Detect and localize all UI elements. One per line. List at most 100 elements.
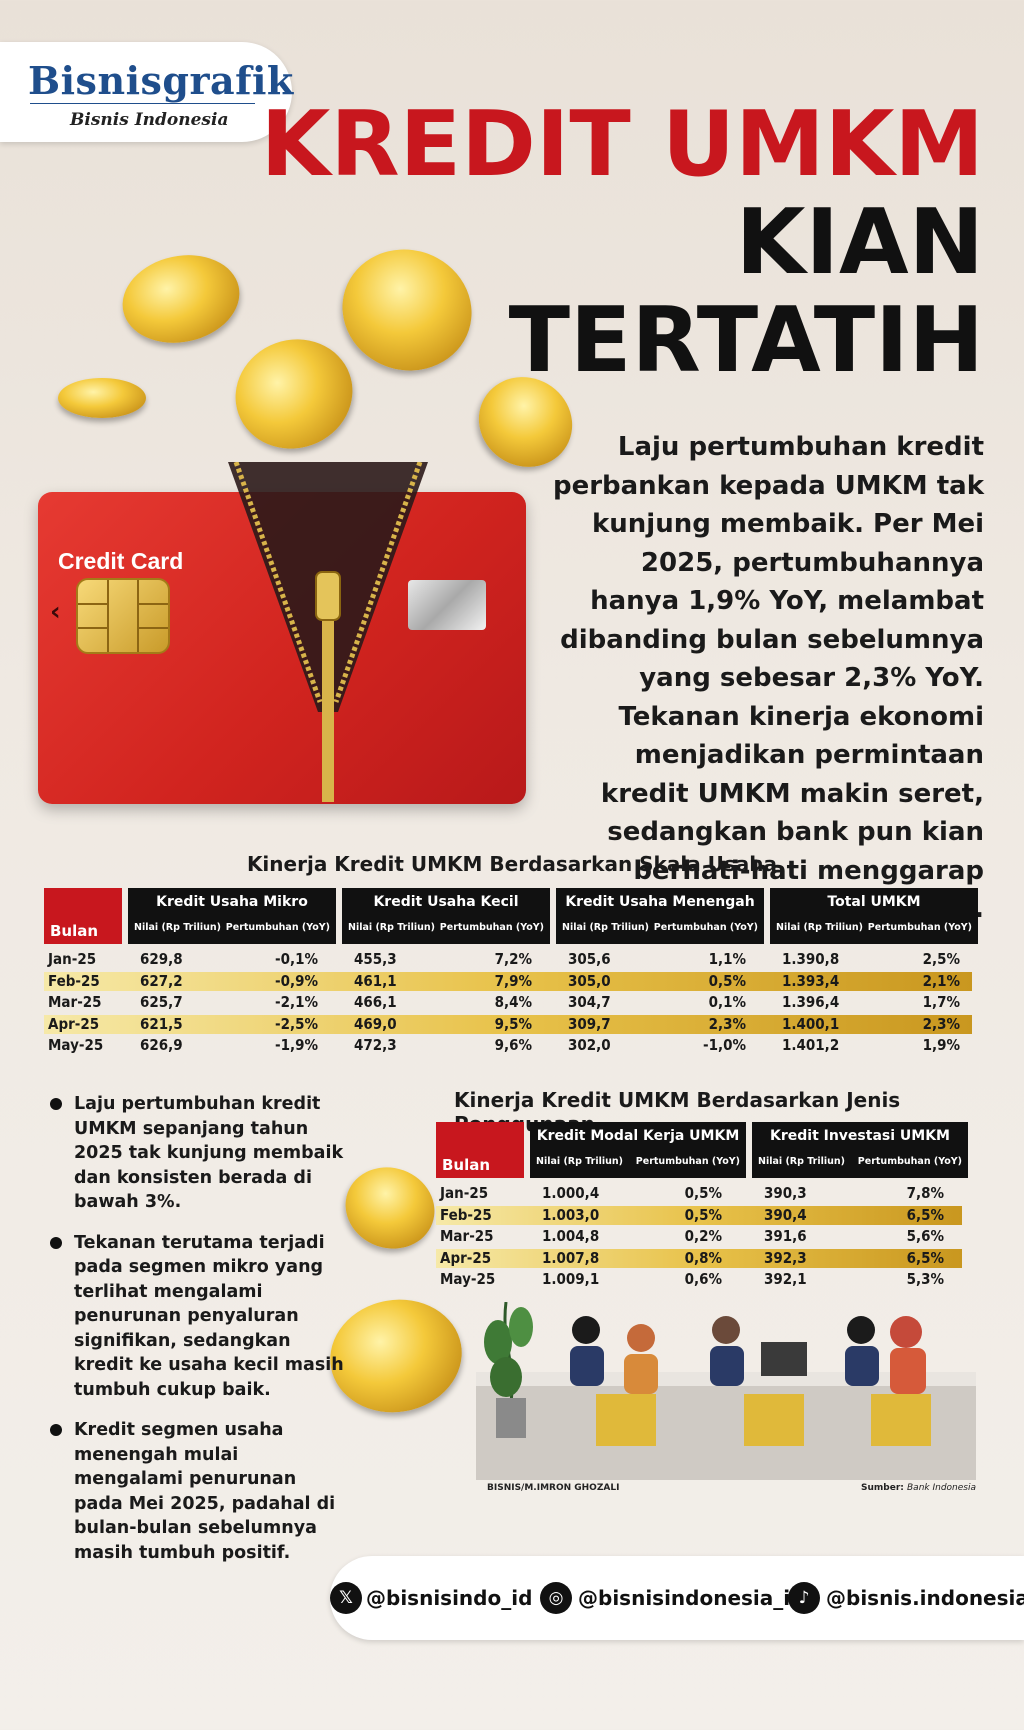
headline-line-1: KREDIT UMKM bbox=[260, 92, 984, 197]
header-sub-nilai: Nilai (Rp Triliun) bbox=[758, 1156, 845, 1167]
chevron-left-icon: ‹ bbox=[50, 597, 61, 627]
value-cell: 309,7 bbox=[568, 1014, 611, 1033]
header-sub-nilai: Nilai (Rp Triliun) bbox=[776, 922, 863, 933]
value-cell: 472,3 bbox=[354, 1036, 397, 1054]
value-cell: 466,1 bbox=[354, 993, 397, 1011]
value-cell: 627,2 bbox=[140, 971, 183, 990]
value-cell: 2,3% bbox=[708, 1014, 746, 1033]
value-cell: 305,0 bbox=[568, 971, 611, 990]
header-sub-growth: Pertumbuhan (YoY) bbox=[857, 1156, 962, 1167]
value-cell: 625,7 bbox=[140, 993, 183, 1011]
bullet-dot bbox=[50, 1424, 62, 1436]
row-highlight bbox=[44, 971, 972, 991]
value-cell: 7,2% bbox=[494, 950, 532, 968]
month-cell: Jan-25 bbox=[440, 1184, 489, 1202]
value-cell: 1,7% bbox=[922, 993, 960, 1011]
header-group-cell: Total UMKM Nilai (Rp Triliun) Pertumbuhan … bbox=[770, 888, 978, 944]
bullet-item: Tekanan terutama terjadi pada segmen mik… bbox=[48, 1231, 348, 1403]
value-cell: -2,5% bbox=[274, 1014, 318, 1033]
social-footer bbox=[330, 1556, 1024, 1640]
value-cell: 2,1% bbox=[922, 971, 960, 990]
value-cell: 629,8 bbox=[140, 950, 183, 968]
card-label: Credit Card bbox=[58, 548, 184, 574]
header-group-name: Kredit Usaha Mikro bbox=[156, 894, 308, 910]
brand-logo-box bbox=[0, 42, 292, 142]
value-cell: 1.390,8 bbox=[782, 950, 840, 968]
value-cell: 9,5% bbox=[494, 1014, 532, 1033]
social-handle: @bisnis.indonesia bbox=[826, 1586, 1024, 1610]
month-cell: May-25 bbox=[48, 1036, 104, 1054]
value-cell: 0,6% bbox=[684, 1270, 722, 1288]
value-cell: 1.401,2 bbox=[782, 1036, 840, 1054]
header-group-cell: Kredit Modal Kerja UMKM Nilai (Rp Triliun… bbox=[530, 1122, 746, 1178]
header-bulan-label: Bulan bbox=[442, 1156, 491, 1174]
social-x[interactable]: 𝕏 @bisnisindo_id bbox=[330, 1582, 532, 1614]
header-group-name: Kredit Usaha Menengah bbox=[565, 894, 755, 910]
header-sub-nilai: Nilai (Rp Triliun) bbox=[562, 922, 649, 933]
instagram-icon: ◎ bbox=[540, 1582, 572, 1614]
month-cell: Feb-25 bbox=[48, 971, 100, 990]
value-cell: 9,6% bbox=[494, 1036, 532, 1054]
value-cell: 0,1% bbox=[708, 993, 746, 1011]
header-bulan-label: Bulan bbox=[50, 922, 99, 940]
bullet-dot bbox=[50, 1098, 62, 1110]
value-cell: 302,0 bbox=[568, 1036, 611, 1054]
header-group-cell: Kredit Usaha Mikro Nilai (Rp Triliun) Pert… bbox=[128, 888, 336, 944]
bullet-item: Laju pertumbuhan kredit UMKM sepanjang t… bbox=[48, 1092, 348, 1215]
value-cell: 1.400,1 bbox=[782, 1014, 840, 1033]
value-cell: 1.000,4 bbox=[542, 1184, 600, 1202]
row-highlight bbox=[44, 1014, 972, 1034]
value-cell: 469,0 bbox=[354, 1014, 397, 1033]
table-skala-usaha: Bulan Kredit Usaha Mikro Nilai (Rp Triliun… bbox=[44, 888, 978, 1054]
source-value: Bank Indonesia bbox=[907, 1483, 976, 1493]
source-label: Sumber: bbox=[861, 1483, 904, 1493]
header-sub-growth: Pertumbuhan (YoY) bbox=[225, 922, 330, 933]
illustrator-credit: BISNIS/M.IMRON GHOZALI bbox=[487, 1483, 620, 1493]
value-cell: 0,5% bbox=[684, 1184, 722, 1202]
header-group-name: Kredit Modal Kerja UMKM bbox=[536, 1128, 740, 1144]
value-cell: 8,4% bbox=[494, 993, 532, 1011]
header-sub-growth: Pertumbuhan (YoY) bbox=[867, 922, 972, 933]
brand-logo: Bisnisgrafik bbox=[28, 58, 294, 103]
month-cell: Jan-25 bbox=[48, 950, 97, 968]
chip-lines-icon bbox=[78, 580, 168, 652]
value-cell: 0,2% bbox=[684, 1227, 722, 1245]
social-tiktok[interactable]: ♪ @bisnis.indonesia bbox=[788, 1582, 1024, 1614]
value-cell: -0,1% bbox=[274, 950, 318, 968]
header-bulan-cell: Bulan bbox=[436, 1122, 524, 1178]
value-cell: 1.393,4 bbox=[782, 971, 840, 990]
value-cell: 392,3 bbox=[764, 1248, 807, 1267]
value-cell: 0,5% bbox=[684, 1205, 722, 1224]
value-cell: 1.007,8 bbox=[542, 1248, 600, 1267]
value-cell: 0,5% bbox=[708, 971, 746, 990]
social-instagram[interactable]: ◎ @bisnisindonesia_id bbox=[540, 1582, 804, 1614]
value-cell: 390,3 bbox=[764, 1184, 807, 1202]
value-cell: 304,7 bbox=[568, 993, 611, 1011]
month-cell: Mar-25 bbox=[440, 1227, 494, 1245]
value-cell: 390,4 bbox=[764, 1205, 807, 1224]
header-group-cell: Kredit Usaha Kecil Nilai (Rp Triliun) Pert… bbox=[342, 888, 550, 944]
header-group-name: Kredit Usaha Kecil bbox=[373, 894, 519, 910]
value-cell: 1,9% bbox=[922, 1036, 960, 1054]
header-sub-nilai: Nilai (Rp Triliun) bbox=[348, 922, 435, 933]
value-cell: 6,5% bbox=[906, 1248, 944, 1267]
value-cell: 621,5 bbox=[140, 1014, 183, 1033]
value-cell: -1,9% bbox=[274, 1036, 318, 1054]
value-cell: -2,1% bbox=[274, 993, 318, 1011]
bullet-text: Kredit segmen usaha menengah mulai menga… bbox=[74, 1420, 336, 1563]
value-cell: 392,1 bbox=[764, 1270, 807, 1288]
value-cell: 5,6% bbox=[906, 1227, 944, 1245]
social-handle: @bisnisindonesia_id bbox=[578, 1586, 805, 1610]
value-cell: 1.396,4 bbox=[782, 993, 840, 1011]
value-cell: 1.003,0 bbox=[542, 1205, 600, 1224]
coin-illustration bbox=[334, 1155, 446, 1261]
value-cell: 0,8% bbox=[684, 1248, 722, 1267]
zipper-illustration bbox=[228, 462, 428, 802]
header-sub-nilai: Nilai (Rp Triliun) bbox=[536, 1156, 623, 1167]
source-credit: Sumber: Bank Indonesia bbox=[861, 1483, 976, 1493]
coin-illustration bbox=[326, 232, 488, 388]
month-cell: Apr-25 bbox=[48, 1014, 100, 1033]
coin-illustration bbox=[114, 244, 248, 354]
bullet-dot bbox=[50, 1236, 62, 1249]
headline-line-2: KIAN bbox=[735, 190, 984, 295]
